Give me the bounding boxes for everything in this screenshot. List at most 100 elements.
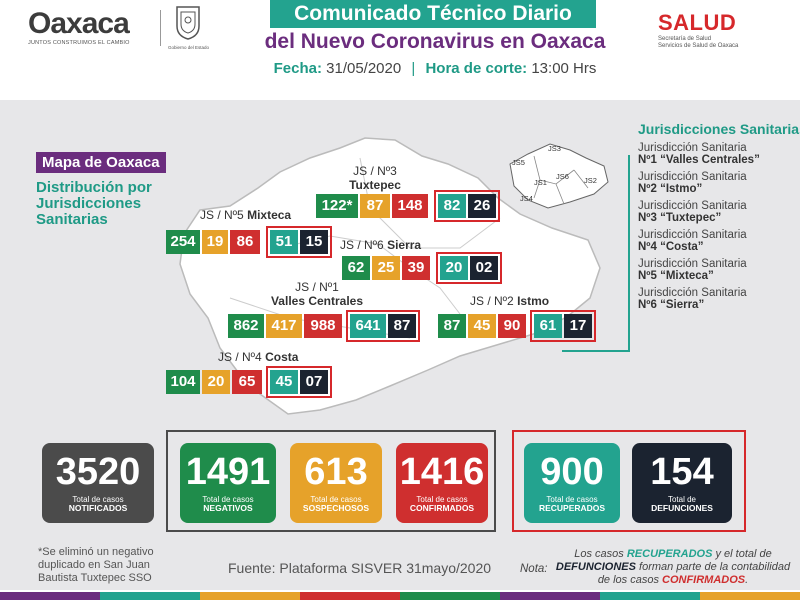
js5-defunciones: 15 [300, 230, 328, 254]
js2-recuperados: 61 [534, 314, 562, 338]
note-confirmados: CONFIRMADOS [662, 574, 746, 586]
salud-logo: SALUD Secretaría de Salud Servicios de S… [658, 10, 788, 50]
page-title: Comunicado Técnico Diario [270, 0, 596, 28]
js3-confirmados: 148 [392, 194, 428, 218]
js5-confirmados: 86 [230, 230, 260, 254]
total-sospechosos-card: 613 Total de casos SOSPECHOSOS [290, 443, 382, 523]
js2-label: JS / Nº2 Istmo [470, 294, 549, 308]
total-recuperados-value: 900 [540, 451, 604, 493]
js6-confirmados: 39 [402, 256, 430, 280]
map-badge: Mapa de Oaxaca [36, 152, 166, 173]
js6-frame [436, 252, 502, 284]
legend-title: Jurisdicciones Sanitarias [638, 121, 800, 137]
legend-item-line2: Nº4 “Costa” [638, 241, 704, 253]
js6-sospechosos: 25 [372, 256, 400, 280]
total-recuperados-line2: RECUPERADOS [538, 503, 606, 513]
js2-negativos: 87 [438, 314, 466, 338]
mini-label-js2: JS2 [584, 176, 597, 185]
js4-label-line1: JS / Nº4 [218, 350, 262, 364]
date-line: Fecha: 31/05/2020 | Hora de corte: 13:00… [200, 60, 670, 77]
color-strip [0, 592, 800, 600]
strip-segment [500, 592, 600, 600]
legend: Jurisdicciones Sanitarias Jurisdicción S… [638, 121, 800, 312]
js4-frame [266, 366, 332, 398]
source-text: Fuente: Plataforma SISVER 31mayo/2020 [228, 560, 492, 576]
js2-label-line2: Istmo [517, 294, 550, 308]
legend-connector-vertical [628, 155, 630, 351]
note-label: Nota: [520, 563, 548, 575]
total-notificados-card: 3520 Total de casos NOTIFICADOS [42, 443, 154, 523]
total-negativos-card: 1491 Total de casos NEGATIVOS [180, 443, 276, 523]
js5-label-line2: Mixteca [247, 208, 292, 222]
total-confirmados-value: 1416 [399, 451, 485, 493]
js4-confirmados: 65 [232, 370, 262, 394]
js6-label-line2: Sierra [387, 238, 422, 252]
js2-sospechosos: 45 [468, 314, 496, 338]
total-confirmados-card: 1416 Total de casos CONFIRMADOS [396, 443, 488, 523]
total-defunciones-line1: Total de [667, 495, 697, 504]
strip-segment [0, 592, 100, 600]
note-defunciones: DEFUNCIONES [555, 561, 636, 573]
total-sospechosos-line1: Total de casos [310, 495, 362, 504]
oaxaca-logo-word: Oaxaca [28, 7, 130, 40]
strip-segment [600, 592, 700, 600]
js5-sospechosos: 19 [202, 230, 228, 254]
date-separator: | [411, 60, 416, 77]
state-government-text: Gobierno del Estado [168, 45, 210, 50]
mini-label-js5: JS5 [512, 158, 525, 167]
js1-frame [346, 310, 420, 342]
strip-segment [300, 592, 400, 600]
js2-frame [530, 310, 596, 342]
legend-item-line1: Jurisdicción Sanitaria [638, 287, 747, 299]
js4-label: JS / Nº4 Costa [218, 350, 298, 364]
js6-recuperados: 20 [440, 256, 468, 280]
js6-negativos: 62 [342, 256, 370, 280]
legend-item: Jurisdicción Sanitaria Nº6 “Sierra” [638, 287, 800, 311]
legend-item: Jurisdicción Sanitaria Nº3 “Tuxtepec” [638, 200, 800, 224]
oaxaca-slogan: JUNTOS CONSTRUIMOS EL CAMBIO [28, 40, 130, 46]
total-defunciones-value: 154 [650, 451, 714, 493]
js3-sospechosos: 87 [360, 194, 390, 218]
js2-confirmados: 90 [498, 314, 526, 338]
js4-recuperados: 45 [270, 370, 298, 394]
js2-label-line1: JS / Nº2 [470, 294, 514, 308]
state-government-logo: Gobierno del Estado [168, 4, 210, 54]
js5-recuperados: 51 [270, 230, 298, 254]
salud-sub-2: Servicios de Salud de Oaxaca [658, 43, 739, 49]
main-panel: Mapa de Oaxaca Distribución por Jurisdic… [0, 100, 800, 590]
total-notificados-line2: NOTIFICADOS [68, 503, 128, 513]
js5-label-line1: JS / Nº5 [200, 208, 244, 222]
js3-label-line1: JS / Nº3 [353, 164, 397, 178]
legend-connector-horizontal [562, 350, 630, 352]
totals-group-frame [166, 430, 496, 532]
note-part: Los casos [574, 548, 627, 560]
outcomes-group-frame [512, 430, 746, 532]
legend-item-line1: Jurisdicción Sanitaria [638, 171, 747, 183]
js6-defunciones: 02 [470, 256, 498, 280]
mini-map-outline [509, 143, 609, 209]
legend-item-line2: Nº5 “Mixteca” [638, 270, 714, 282]
page-subtitle: del Nuevo Coronavirus en Oaxaca [264, 30, 606, 53]
js5-frame [266, 226, 332, 258]
footnote: *Se eliminó un negativo duplicado en San… [38, 546, 154, 584]
legend-item: Jurisdicción Sanitaria Nº2 “Istmo” [638, 171, 800, 195]
legend-item: Jurisdicción Sanitaria Nº4 “Costa” [638, 229, 800, 253]
js4-label-line2: Costa [265, 350, 299, 364]
salud-logo-word: SALUD [658, 10, 737, 35]
legend-item-line2: Nº2 “Istmo” [638, 183, 703, 195]
note-text: Los casos RECUPERADOS y el total de DEFU… [553, 548, 793, 587]
total-defunciones-line2: DEFUNCIONES [651, 503, 713, 513]
total-notificados-value: 3520 [55, 451, 141, 493]
js1-defunciones: 87 [388, 314, 416, 338]
mini-label-js6: JS6 [556, 172, 569, 181]
total-recuperados-card: 900 Total de casos RECUPERADOS [524, 443, 620, 523]
js1-label-line2: Valles Centrales [270, 294, 364, 308]
total-sospechosos-line2: SOSPECHOSOS [302, 503, 370, 513]
header: Oaxaca JUNTOS CONSTRUIMOS EL CAMBIO Gobi… [0, 0, 800, 100]
legend-item-line1: Jurisdicción Sanitaria [638, 229, 747, 241]
logo-divider [160, 10, 161, 46]
total-recuperados-line1: Total de casos [546, 495, 598, 504]
date-label: Fecha: [273, 60, 322, 77]
legend-item: Jurisdicción Sanitaria Nº1 “Valles Centr… [638, 142, 800, 166]
legend-item-line1: Jurisdicción Sanitaria [638, 258, 747, 270]
